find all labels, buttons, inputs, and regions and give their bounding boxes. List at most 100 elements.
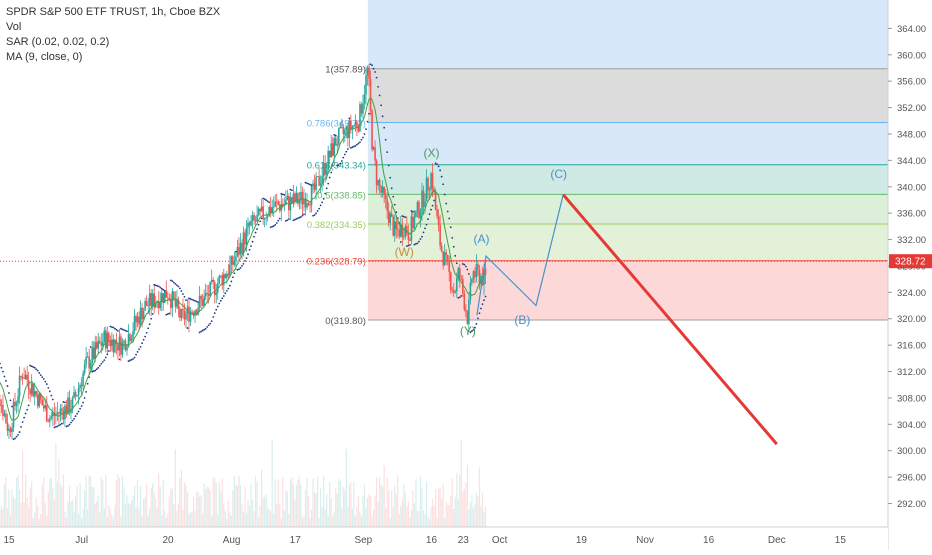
volume-bar [342, 486, 344, 527]
sar-dot [452, 245, 455, 248]
volume-bar [478, 467, 481, 527]
candle-body [257, 208, 260, 216]
sar-dot [286, 219, 289, 222]
candle-body [312, 183, 314, 187]
volume-bar [339, 480, 341, 527]
fibonacci-retracement[interactable]: 1(357.89) 0.786(349.73) 0.618(343.34) 0.5(3… [0, 0, 889, 327]
candle-body [392, 216, 395, 236]
fib-level-label: 1(357.89) [325, 65, 366, 76]
sar-dot [39, 374, 42, 376]
candle-body [133, 316, 136, 331]
elliott-wave-drawing[interactable]: (W) (X) (Y) (A) (B) (C) [395, 146, 778, 446]
sar-dot [177, 285, 180, 288]
indicator-ma[interactable]: MA (9, close, 0) [6, 51, 83, 63]
volume-bar [475, 492, 478, 527]
candle-body [191, 311, 193, 313]
sar-dot [64, 401, 66, 404]
sar-dot [62, 401, 65, 403]
candle-body [8, 428, 10, 431]
sar-dot [461, 263, 464, 265]
candle-body [207, 293, 210, 296]
volume-bar [483, 512, 485, 527]
sar-dot [322, 197, 325, 200]
volume-bar [144, 496, 146, 527]
sar-dot [306, 182, 308, 185]
indicator-sar[interactable]: SAR (0.02, 0.02, 0.2) [6, 36, 110, 48]
x-tick-label: 15 [3, 535, 15, 546]
sar-dot [145, 331, 148, 334]
sar-dot [343, 153, 346, 156]
sar-dot [227, 287, 230, 290]
candle-body [393, 221, 396, 236]
volume-bar [332, 516, 334, 527]
sar-dot [162, 288, 165, 291]
volume-bar [188, 513, 190, 527]
volume-bar [205, 489, 207, 527]
x-tick-label: Oct [492, 535, 508, 546]
sar-dot [433, 199, 435, 202]
volume-bar [73, 511, 75, 527]
candle-body [218, 275, 221, 284]
candle-body [413, 217, 416, 229]
volume-bar [25, 474, 27, 527]
volume-bar [77, 514, 80, 527]
sar-dot [289, 188, 292, 191]
candle-body [298, 200, 301, 204]
sar-dot [336, 164, 339, 167]
candle-body [383, 186, 385, 195]
price-axis-panel [888, 0, 932, 550]
candle-body [126, 346, 128, 351]
candle-body [89, 363, 92, 369]
candlesticks[interactable] [0, 64, 487, 440]
candle-body [14, 401, 16, 406]
volume-bar [418, 510, 420, 527]
sar-dot [236, 268, 239, 271]
candle-body [195, 310, 198, 315]
sar-dot [478, 312, 481, 315]
sar-dot [387, 164, 390, 167]
sar-dot [135, 353, 137, 356]
candle-body [144, 301, 146, 311]
sar-dot [154, 284, 157, 287]
candle-body [24, 374, 27, 379]
sar-dot [156, 284, 159, 287]
sar-dot [399, 241, 402, 243]
volume-bar [103, 508, 105, 527]
sar-dot [160, 287, 163, 290]
indicator-volume[interactable]: Vol [6, 21, 22, 33]
candle-body [170, 300, 172, 308]
volume-bar [297, 480, 299, 527]
volume-bar [238, 475, 240, 527]
sar-dot [0, 362, 1, 365]
volume-bar [480, 506, 482, 527]
volume-bar [139, 486, 142, 527]
sar-dot [439, 169, 442, 172]
sar-dot [191, 298, 193, 301]
volume-bar [386, 477, 388, 527]
volume-bar [466, 465, 468, 527]
candle-body [380, 186, 382, 193]
sar-dot [139, 345, 142, 348]
volume-bar [91, 487, 93, 527]
candle-body [360, 104, 363, 114]
candle-body [197, 308, 199, 315]
sar-dot [313, 214, 316, 216]
candle-body [204, 292, 207, 297]
candle-body [95, 342, 98, 349]
candle-body [318, 176, 320, 186]
sar-dot [38, 372, 41, 374]
sar-dot [65, 425, 68, 428]
volume-bar [118, 477, 121, 527]
sar-dot [213, 312, 216, 315]
symbol-title[interactable]: SPDR S&P 500 ETF TRUST, 1h, Cboe BZX [6, 6, 221, 18]
sar-dot [346, 148, 349, 150]
volume-bar [40, 514, 42, 527]
candle-body [26, 374, 28, 381]
sar-dot [269, 226, 272, 229]
candle-body [127, 334, 130, 347]
volume-bar [242, 511, 245, 527]
candle-body [409, 239, 411, 241]
candle-body [11, 427, 13, 433]
